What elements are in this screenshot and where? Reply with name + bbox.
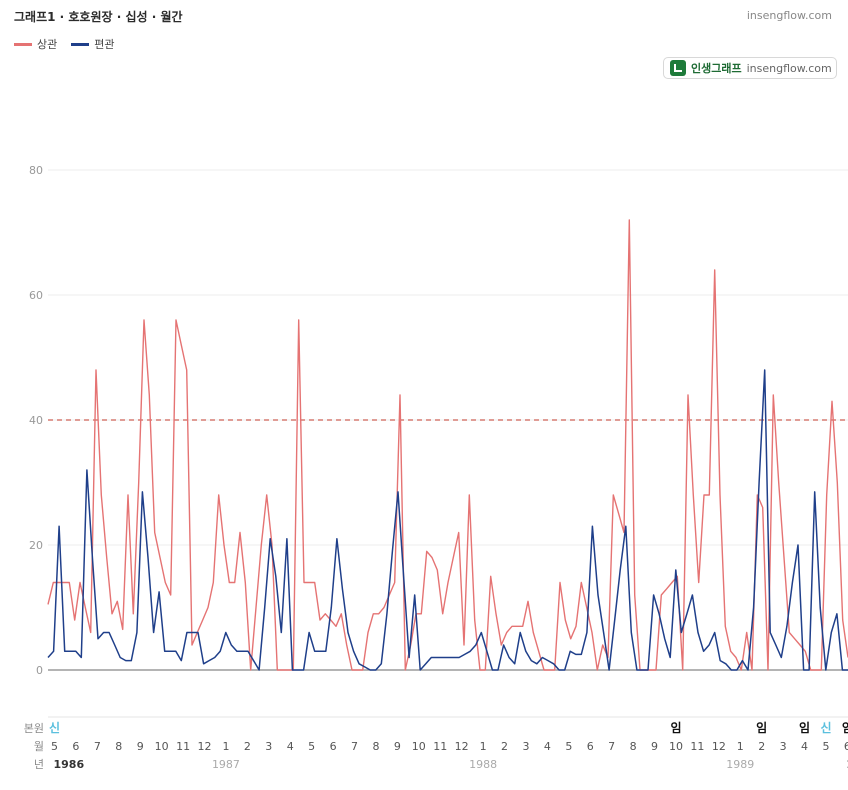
month-tick-label: 10 bbox=[155, 740, 169, 753]
y-tick-label: 60 bbox=[29, 289, 43, 302]
month-tick-label: 10 bbox=[669, 740, 683, 753]
month-tick-label: 7 bbox=[94, 740, 101, 753]
month-tick-label: 11 bbox=[176, 740, 190, 753]
month-tick-label: 9 bbox=[651, 740, 658, 753]
year-label: 1989 bbox=[726, 758, 754, 771]
month-tick-label: 3 bbox=[265, 740, 272, 753]
brand-badge[interactable]: 인생그래프 insengflow.com bbox=[663, 57, 837, 79]
month-tick-label: 2 bbox=[758, 740, 765, 753]
bonwon-mark: 임 bbox=[670, 721, 681, 735]
month-tick-label: 8 bbox=[115, 740, 122, 753]
y-tick-label: 80 bbox=[29, 164, 43, 177]
month-tick-label: 1 bbox=[480, 740, 487, 753]
year-label: 1988 bbox=[469, 758, 497, 771]
month-tick-label: 5 bbox=[51, 740, 58, 753]
y-tick-label: 20 bbox=[29, 539, 43, 552]
y-tick-label: 40 bbox=[29, 414, 43, 427]
month-tick-label: 4 bbox=[287, 740, 294, 753]
site-label[interactable]: insengflow.com bbox=[746, 9, 832, 22]
row-label-year: 년 bbox=[34, 758, 44, 771]
month-tick-label: 2 bbox=[244, 740, 251, 753]
month-tick-label: 3 bbox=[780, 740, 787, 753]
row-label-month: 월 bbox=[34, 740, 44, 753]
series-line-pyeongwan bbox=[47, 369, 848, 671]
month-tick-label: 12 bbox=[712, 740, 726, 753]
month-tick-label: 5 bbox=[822, 740, 829, 753]
month-tick-label: 12 bbox=[198, 740, 212, 753]
bonwon-mark: 신 bbox=[820, 720, 831, 735]
bonwon-mark: 신 bbox=[49, 720, 60, 735]
month-tick-label: 6 bbox=[587, 740, 594, 753]
legend-swatch-sanggwan bbox=[14, 42, 32, 46]
month-tick-label: 3 bbox=[522, 740, 529, 753]
legend-item-pyeongwan[interactable]: 편관 bbox=[71, 36, 115, 52]
month-tick-label: 1 bbox=[222, 740, 229, 753]
series-line-sanggwan bbox=[47, 219, 848, 671]
month-tick-label: 9 bbox=[394, 740, 401, 753]
month-tick-label: 12 bbox=[455, 740, 469, 753]
legend-item-sanggwan[interactable]: 상관 bbox=[14, 36, 57, 52]
legend-swatch-pyeongwan bbox=[71, 42, 90, 46]
row-label-bonwon: 본원 bbox=[24, 722, 44, 735]
month-tick-label: 5 bbox=[565, 740, 572, 753]
month-tick-label: 8 bbox=[372, 740, 379, 753]
month-tick-label: 7 bbox=[608, 740, 615, 753]
badge-name: 인생그래프 bbox=[691, 62, 742, 75]
month-tick-label: 4 bbox=[544, 740, 551, 753]
month-tick-label: 5 bbox=[308, 740, 315, 753]
month-tick-label: 11 bbox=[690, 740, 704, 753]
year-label: 1989 bbox=[846, 758, 848, 771]
month-tick-label: 4 bbox=[801, 740, 808, 753]
bonwon-mark: 임 bbox=[799, 721, 810, 735]
legend-label-pyeongwan: 편관 bbox=[94, 38, 115, 51]
legend: 상관 편관 bbox=[14, 36, 115, 52]
month-tick-label: 11 bbox=[433, 740, 447, 753]
month-tick-label: 10 bbox=[412, 740, 426, 753]
legend-label-sanggwan: 상관 bbox=[37, 38, 58, 51]
year-label: 1987 bbox=[212, 758, 240, 771]
month-tick-label: 9 bbox=[137, 740, 144, 753]
month-tick-label: 2 bbox=[501, 740, 508, 753]
month-tick-label: 1 bbox=[737, 740, 744, 753]
chart-logo-icon bbox=[670, 60, 686, 76]
month-tick-label: 6 bbox=[330, 740, 337, 753]
chart-title: 그래프1 · 호호원장 · 십성 · 월간 bbox=[14, 10, 183, 24]
bonwon-mark: 임 bbox=[842, 721, 848, 735]
y-tick-label: 0 bbox=[36, 664, 43, 677]
month-tick-label: 6 bbox=[844, 740, 848, 753]
bonwon-mark: 임 bbox=[756, 721, 767, 735]
year-label: 1986 bbox=[54, 758, 85, 771]
badge-url: insengflow.com bbox=[746, 61, 832, 75]
month-tick-label: 8 bbox=[630, 740, 637, 753]
month-tick-label: 7 bbox=[351, 740, 358, 753]
month-tick-label: 6 bbox=[72, 740, 79, 753]
